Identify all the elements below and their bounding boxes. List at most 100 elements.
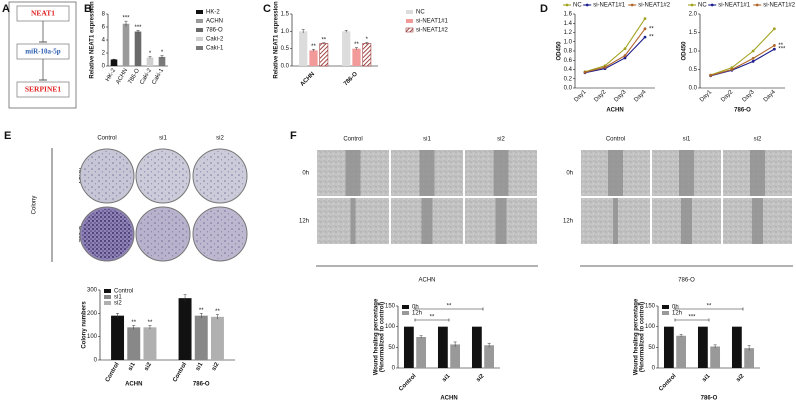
panel-label: E <box>4 130 11 142</box>
legend-label: si1 <box>114 295 122 301</box>
y-tick-label: 0.4 <box>564 67 573 73</box>
significance-label: * <box>161 50 164 56</box>
x-tick-label: si2 <box>735 373 746 384</box>
legend-swatch <box>104 301 111 305</box>
point <box>772 47 776 51</box>
bar <box>122 23 130 66</box>
legend-label: ACHN <box>206 19 223 25</box>
x-tick-label: Control <box>172 362 188 384</box>
wound-gap <box>752 198 763 244</box>
column-label: si2 <box>754 137 762 143</box>
bracket-label: ** <box>430 315 435 321</box>
point <box>772 44 776 47</box>
column-label: si1 <box>423 137 431 143</box>
line <box>584 18 646 73</box>
significance-label: ** <box>649 26 654 32</box>
panel-label: A <box>2 3 10 15</box>
y-tick-label: 0 <box>392 366 396 372</box>
row-label: 0h <box>566 171 573 177</box>
x-tick-label: si2 <box>475 373 486 384</box>
y-axis-label: (%normalized to control) <box>380 302 386 372</box>
y-tick-label: 2.0 <box>689 12 698 18</box>
point <box>709 74 713 77</box>
point <box>643 35 647 39</box>
legend-swatch <box>690 3 694 7</box>
node-label: SERPINE1 <box>25 85 62 94</box>
legend-swatch <box>662 311 669 315</box>
bar <box>111 315 125 360</box>
bar <box>178 298 192 360</box>
column-label: Control <box>606 137 625 143</box>
x-tick-label: Day2 <box>593 89 608 104</box>
bar <box>484 345 495 368</box>
column-label: si1 <box>683 137 691 143</box>
y-tick-label: 0.0 <box>281 64 290 70</box>
bar <box>319 43 329 67</box>
wound-gap <box>613 198 618 244</box>
legend-label: 0h <box>672 305 679 311</box>
y-tick-label: 8 <box>102 12 106 18</box>
line <box>710 28 775 76</box>
y-tick-label: 0 <box>102 64 106 70</box>
bar <box>194 315 208 360</box>
bar <box>134 31 142 66</box>
y-tick-label: 1.6 <box>564 12 573 18</box>
bar <box>403 326 414 368</box>
legend-swatch <box>405 27 414 33</box>
legend-swatch <box>402 305 409 309</box>
legend-swatch <box>104 295 111 299</box>
point <box>623 54 627 58</box>
y-tick-label: 2 <box>102 51 106 57</box>
x-axis-label: ACHN <box>606 108 623 114</box>
point <box>751 49 755 53</box>
y-tick-label: 150 <box>645 304 656 310</box>
row-label: 0h <box>302 171 309 177</box>
bar <box>210 316 224 360</box>
y-tick-label: 50 <box>648 345 655 351</box>
x-tick-label: Day2 <box>720 89 735 104</box>
panel-label: D <box>540 3 548 15</box>
y-axis-label: (%normalized to control) <box>640 302 646 372</box>
point <box>623 56 627 60</box>
point <box>643 27 647 31</box>
legend-swatch <box>565 3 569 7</box>
legend-swatch <box>406 10 413 14</box>
y-tick-label: 1.5 <box>281 12 290 18</box>
bar <box>663 326 674 368</box>
x-tick-label: si1 <box>195 361 205 372</box>
legend-swatch <box>196 19 203 23</box>
legend-label: Caki-2 <box>206 37 224 43</box>
column-label: Control <box>343 137 362 143</box>
bar <box>146 57 154 66</box>
bar <box>127 327 141 360</box>
x-tick-label: Caki-1 <box>151 67 165 86</box>
y-tick-label: 0.5 <box>689 67 698 73</box>
x-tick-label: ACHN <box>300 71 317 88</box>
y-tick-label: 300 <box>87 288 98 294</box>
y-tick-label: 4 <box>102 38 106 44</box>
bar <box>143 327 157 360</box>
legend-label: si-NEAT1#2 <box>763 3 796 9</box>
row-label: 12h <box>299 219 309 225</box>
legend-swatch <box>755 3 759 7</box>
point <box>772 27 776 31</box>
legend-swatch <box>402 311 409 315</box>
plate-colonies <box>138 209 188 259</box>
point <box>751 59 755 63</box>
y-tick-label: 1.0 <box>689 49 698 55</box>
legend-label: NC <box>416 10 425 16</box>
wound-gap <box>750 150 765 196</box>
y-tick-label: 0.0 <box>564 86 573 92</box>
y-tick-label: 100 <box>87 334 98 340</box>
point <box>603 65 607 69</box>
plate-colonies <box>195 209 245 259</box>
significance-label: ** <box>354 42 359 48</box>
point <box>751 57 755 60</box>
legend-swatch <box>406 19 413 23</box>
bar <box>697 326 708 368</box>
significance-label: *** <box>122 16 130 22</box>
y-tick-label: 0.5 <box>281 46 290 52</box>
bar <box>110 59 118 66</box>
panel-label: F <box>290 130 297 142</box>
